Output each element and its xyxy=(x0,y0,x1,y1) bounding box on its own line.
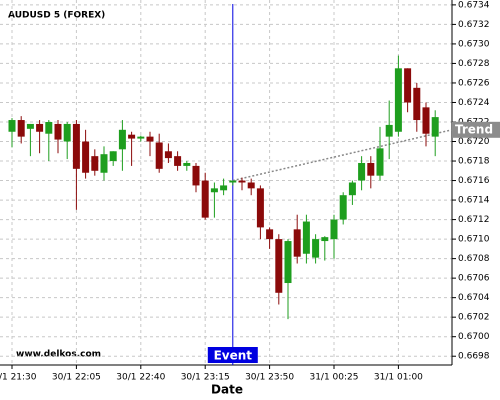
candle-body xyxy=(229,180,237,183)
y-tick-label: 0.6702 xyxy=(458,313,490,323)
candle-body xyxy=(26,123,34,129)
candle-body xyxy=(118,129,126,150)
candle-body xyxy=(82,141,90,173)
y-tick-label: 0.6724 xyxy=(458,98,490,108)
candle-body xyxy=(17,120,25,137)
candle-body xyxy=(63,123,71,142)
y-tick-label: 0.6726 xyxy=(458,78,490,88)
candle-body xyxy=(413,87,421,121)
y-tick-label: 0.6720 xyxy=(458,137,490,147)
y-tick-label: 0.6712 xyxy=(458,215,490,225)
candle-body xyxy=(128,134,136,139)
y-tick-label: 0.6710 xyxy=(458,235,490,245)
y-tick-label: 0.6706 xyxy=(458,274,490,284)
trend-line xyxy=(232,129,453,182)
y-tick-label: 0.6716 xyxy=(458,176,490,186)
candle-body xyxy=(54,123,62,140)
y-tick-label: 0.6700 xyxy=(458,332,490,342)
candle-body xyxy=(256,188,264,228)
candle-body xyxy=(376,148,384,176)
y-tick-label: 0.6698 xyxy=(458,352,490,362)
candle-body xyxy=(100,154,108,173)
candle-body xyxy=(358,162,366,181)
candle-body xyxy=(146,136,154,142)
x-tick-label: 31/1 00:25 xyxy=(309,373,358,383)
event-label-box xyxy=(207,347,258,363)
candle-body xyxy=(330,219,338,240)
x-tick-label: 31/1 01:00 xyxy=(374,373,423,383)
candle-body xyxy=(155,142,163,169)
trend-label-box xyxy=(452,121,500,138)
candle-body xyxy=(238,180,246,183)
candle-body xyxy=(91,156,99,171)
candle-body xyxy=(284,241,292,284)
y-tick-label: 0.6718 xyxy=(458,157,490,167)
trend-label: Trend xyxy=(455,122,493,136)
candle-body xyxy=(183,162,191,166)
candle-body xyxy=(210,188,218,193)
candle-body xyxy=(192,165,200,186)
candle-body xyxy=(422,107,430,134)
candle-body xyxy=(339,195,347,220)
event-label: Event xyxy=(214,349,253,363)
x-axis-title: Date xyxy=(211,383,243,397)
candle-body xyxy=(8,120,16,132)
x-tick-label: 30/1 23:15 xyxy=(181,373,230,383)
y-tick-label: 0.6714 xyxy=(458,196,490,206)
x-tick-label: 30/1 23:50 xyxy=(245,373,294,383)
candle-body xyxy=(174,156,182,166)
candle-body xyxy=(109,151,117,162)
candle-body xyxy=(36,123,44,132)
candle-body xyxy=(293,229,301,257)
candle-body xyxy=(404,68,412,103)
y-tick-label: 0.6732 xyxy=(458,20,490,30)
chart-title: AUDUSD 5 (FOREX) xyxy=(8,11,105,21)
candle-body xyxy=(266,229,274,240)
y-tick-label: 0.6708 xyxy=(458,254,490,264)
x-tick-label: 30/1 21:30 xyxy=(0,373,37,383)
candle-body xyxy=(367,162,375,176)
x-tick-label: 30/1 22:05 xyxy=(52,373,101,383)
y-tick-label: 0.6734 xyxy=(458,0,490,10)
candle-body xyxy=(45,121,53,134)
candle-body xyxy=(220,185,228,191)
candle-body xyxy=(348,182,356,196)
y-tick-label: 0.6730 xyxy=(458,39,490,49)
candle-body xyxy=(72,123,80,169)
candle-body xyxy=(247,182,255,189)
candle-body xyxy=(275,239,283,293)
watermark: www.delkos.com xyxy=(16,350,101,360)
x-tick-label: 30/1 22:40 xyxy=(116,373,165,383)
candle-body xyxy=(312,239,320,258)
candle-body xyxy=(394,68,402,132)
candle-body xyxy=(431,117,439,137)
candle-body xyxy=(137,136,145,139)
y-tick-label: 0.6704 xyxy=(458,293,490,303)
y-tick-label: 0.6728 xyxy=(458,59,490,69)
candle-body xyxy=(201,180,209,218)
candle-body xyxy=(302,221,310,254)
candle-body xyxy=(321,237,329,242)
candle-body xyxy=(164,151,172,159)
candle-body xyxy=(385,124,393,137)
